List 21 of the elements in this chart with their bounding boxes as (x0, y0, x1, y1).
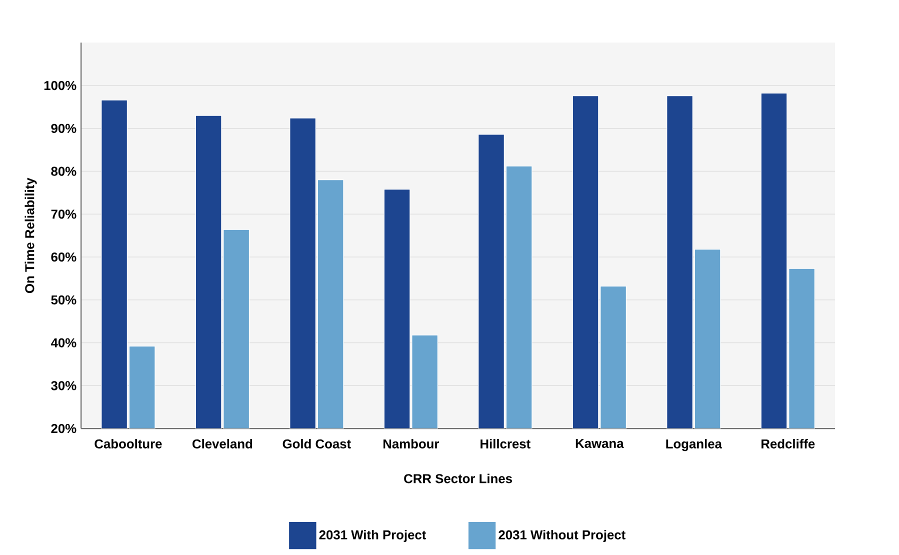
y-tick-label: 30% (51, 381, 76, 390)
y-tick-label: 50% (51, 296, 76, 305)
x-tick-label: Nambour (383, 439, 440, 449)
y-tick-label: 60% (51, 252, 76, 262)
x-tick-label: Kawana (576, 439, 624, 448)
x-axis-title: CRR Sector Lines (404, 474, 512, 484)
y-tick-label: 90% (51, 124, 76, 134)
legend-label: 2031 With Project (319, 530, 426, 542)
x-tick-label: Gold Coast (282, 439, 351, 449)
y-axis-title: On Time Reliability (24, 178, 37, 294)
y-tick-label: 40% (50, 338, 76, 348)
y-tick-label: 20% (51, 424, 76, 434)
legend-label: 2031 Without Project (498, 530, 626, 542)
x-tick-label: Redcliffe (762, 439, 815, 449)
x-tick-label: Loganlea (666, 439, 722, 452)
x-tick-label: Hillcrest (480, 439, 530, 449)
y-tick-label: 80% (51, 166, 76, 176)
y-tick-label: 70% (51, 210, 76, 219)
x-tick-label: Cleveland (192, 439, 252, 449)
y-tick-label: 100% (44, 81, 76, 90)
x-tick-label: Caboolture (94, 439, 162, 449)
